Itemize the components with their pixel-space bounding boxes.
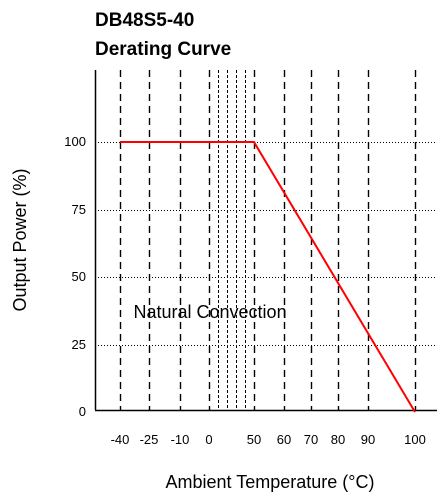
x-tick-label--40: -40 [111,432,130,447]
x-tick-label-100: 100 [404,432,426,447]
series-layer [119,141,416,413]
vertical-gridlines [119,70,417,410]
plot-area [94,70,437,413]
y-tick-label-50: 50 [72,269,86,284]
y-tick-labels: 0 25 50 75 100 [64,134,86,419]
x-tick-label-0: 0 [205,432,212,447]
y-axis-label: Output Power (%) [10,168,30,311]
annotation-natural-convection: Natural Convection [134,302,287,322]
x-tick-label-90: 90 [361,432,375,447]
x-tick-label-50: 50 [247,432,261,447]
x-tick-label-60: 60 [277,432,291,447]
y-tick-label-25: 25 [72,337,86,352]
x-tick-labels: -40 -25 -10 0 50 60 70 80 90 100 [111,432,426,447]
y-tick-label-75: 75 [72,202,86,217]
chart-title-line-2: Derating Curve [95,39,231,60]
chart-title-line-1: DB48S5-40 [95,10,194,31]
axes [94,70,437,412]
x-tick-label--10: -10 [171,432,190,447]
x-tick-label-80: 80 [331,432,345,447]
y-tick-label-0: 0 [79,404,86,419]
x-tick-label--25: -25 [140,432,159,447]
x-axis-label: Ambient Temperature (°C) [166,472,375,492]
y-tick-label-100: 100 [64,134,86,149]
x-tick-label-70: 70 [304,432,318,447]
